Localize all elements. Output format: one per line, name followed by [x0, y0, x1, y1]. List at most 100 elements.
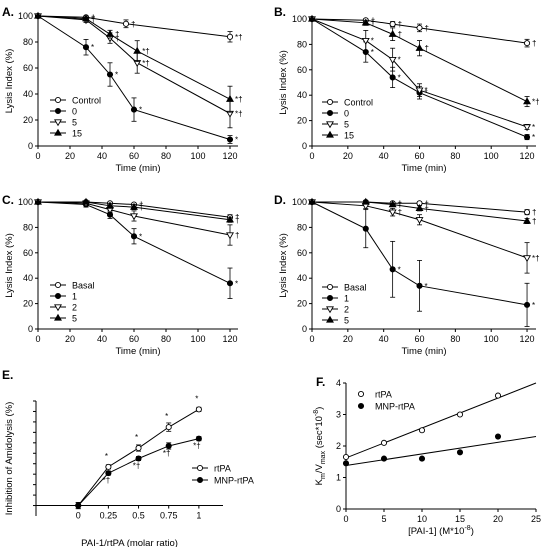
y-axis-title: Inhibition of Amidolysis (%) [4, 402, 15, 516]
x-tick-label: 100 [484, 334, 499, 344]
y-tick-label: 0 [28, 141, 33, 151]
x-tick-label: 10 [417, 514, 427, 524]
significance-label: * [371, 37, 374, 46]
legend-label: 5 [344, 316, 349, 326]
y-tick-label: 20 [297, 299, 307, 309]
legend-marker [196, 476, 204, 484]
series-5: †† [34, 197, 239, 225]
significance-label: * [235, 136, 238, 145]
significance-label: *† [532, 98, 540, 107]
legend-label: MNP-rtPA [214, 476, 254, 486]
legend-marker [54, 292, 62, 300]
data-point [361, 18, 370, 26]
panel-c-time-course: C. 0 20 40 60 80 100 120 0 20 40 60 80 100 Time (min) L… [2, 193, 239, 357]
significance-label: † [425, 24, 429, 33]
y-axis-title: Lysis Index (%) [278, 50, 289, 115]
panel-b-time-course: B. 0 20 40 60 80 100 120 0 20 40 60 80 100 Time (min) L… [274, 5, 540, 174]
legend: rtPA MNP-rtPA [357, 390, 415, 412]
x-tick-label: 80 [450, 151, 460, 161]
x-axis-title: PAI-1/rtPA (molar ratio) [81, 538, 178, 547]
x-tick-label: 0.5 [132, 511, 145, 521]
x-tick-label: 80 [450, 334, 460, 344]
y-axis-title: Km/Vmax (sec*10-8) [313, 407, 327, 486]
y-axis-title: Lysis Index (%) [4, 49, 15, 114]
data-point [135, 455, 142, 462]
data-point [389, 266, 396, 273]
x-tick-label: 100 [190, 151, 205, 161]
x-tick-label: 40 [379, 151, 389, 161]
data-point [415, 43, 424, 51]
y-tick-label: 60 [297, 248, 307, 258]
legend-marker [326, 130, 334, 138]
y-tick-label: 0 [336, 504, 341, 514]
panel-f-kinetics-plot: F. 0 5 10 15 20 25 0 1 2 3 4 [PAI-1] (M*10-8) Km/Vmax… [313, 375, 541, 537]
data-point [418, 427, 426, 434]
significance-label: *† [532, 254, 540, 263]
data-point [226, 94, 234, 102]
y-tick-label: 0 [302, 324, 307, 334]
series-5: † †† [308, 197, 536, 226]
legend-marker [326, 121, 334, 129]
x-tick-label: 120 [222, 151, 237, 161]
x-tick-label: 20 [493, 514, 503, 524]
y-tick-label: 4 [336, 378, 341, 388]
data-point [418, 455, 426, 462]
significance-label: *† [235, 110, 243, 119]
significance-label: † [235, 216, 239, 225]
data-point [105, 463, 112, 470]
legend-label: 1 [72, 292, 77, 302]
legend-label: 0 [72, 107, 77, 117]
y-tick-label: 0 [302, 141, 307, 151]
x-tick-label: 40 [97, 151, 107, 161]
data-point [105, 470, 112, 477]
data-point [106, 29, 114, 37]
x-tick-label: 5 [381, 514, 386, 524]
significance-label: † [425, 204, 429, 213]
significance-label: *† [235, 95, 243, 104]
y-tick-label: 80 [23, 222, 33, 232]
significance-label: * [371, 48, 374, 57]
series-rtpa [342, 382, 537, 461]
legend-marker [326, 98, 334, 106]
x-tick-label: 15 [455, 514, 465, 524]
data-point [130, 106, 138, 113]
x-tick-label: 20 [65, 151, 75, 161]
x-tick-label: 20 [343, 151, 353, 161]
x-tick-label: 60 [415, 334, 425, 344]
data-point [34, 11, 42, 19]
panel-label: F. [316, 375, 325, 389]
data-point [388, 200, 397, 208]
legend-label: 5 [72, 118, 77, 128]
trend-line [345, 382, 537, 459]
legend-marker [54, 313, 62, 321]
legend-marker [54, 128, 62, 136]
significance-label: † [425, 199, 429, 208]
series-15: ††*†*† [34, 11, 243, 113]
y-tick-label: 40 [297, 273, 307, 283]
data-point [361, 37, 370, 45]
significance-label: † [532, 208, 536, 217]
data-point [389, 21, 396, 28]
data-point [388, 209, 397, 217]
legend-label: Control [72, 96, 101, 106]
data-point [34, 197, 42, 205]
legend-label: Basal [344, 283, 367, 293]
series-rtpa: * * * * [75, 394, 202, 510]
x-tick-label: 20 [343, 334, 353, 344]
legend-label: 15 [72, 129, 82, 139]
legend-marker [357, 402, 365, 410]
x-tick-label: 0.75 [160, 511, 178, 521]
data-point [361, 197, 370, 205]
legend-marker [54, 304, 62, 312]
y-axis-title: Lysis Index (%) [278, 233, 289, 298]
panel-a-time-course: A. 0 20 40 60 80 100 120 0 20 40 60 80 100 Time (min) L… [2, 5, 243, 174]
panel-label: B. [274, 5, 286, 19]
data-point [165, 442, 172, 450]
y-tick-label: 60 [23, 63, 33, 73]
y-tick-label: 60 [23, 248, 33, 258]
data-point [415, 204, 424, 212]
significance-label: † [91, 15, 95, 24]
data-point [523, 40, 531, 47]
data-point [388, 29, 397, 37]
